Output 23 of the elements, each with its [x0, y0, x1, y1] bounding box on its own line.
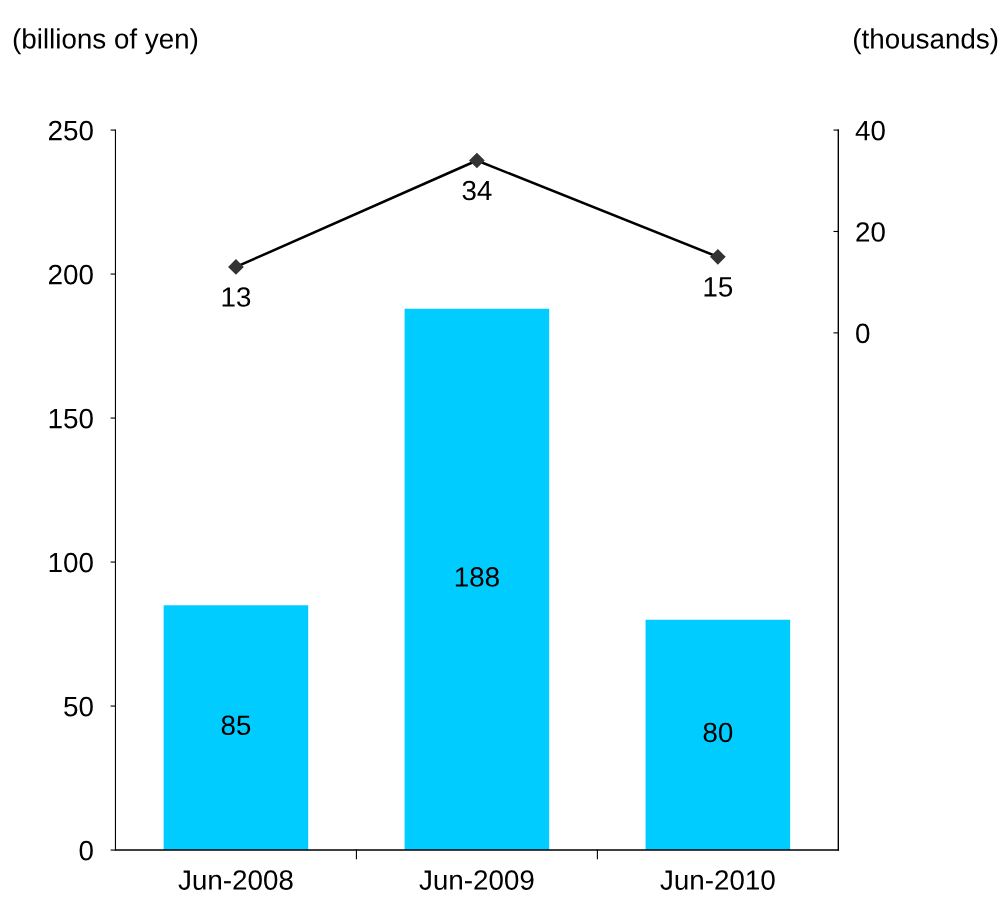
data-label: 13: [222, 287, 251, 307]
data-label: 80: [703, 722, 733, 743]
data-label: 34: [462, 180, 492, 201]
y-tick-label: 100: [49, 552, 93, 573]
y-tick-label: 0: [79, 840, 93, 861]
y2-tick-label: 0: [856, 323, 870, 344]
y2-axis-title: (thousands): [854, 28, 998, 55]
bar: [645, 619, 791, 851]
y2-tick-label: 40: [855, 120, 885, 141]
x-tick-label: Jun-2008: [178, 870, 293, 890]
y-tick-label: 250: [48, 120, 93, 141]
y-tick-label: 200: [48, 264, 93, 285]
bar: [163, 605, 309, 851]
bar: [404, 308, 550, 851]
y-tick-label: 150: [49, 408, 93, 429]
data-label: 85: [221, 715, 251, 736]
x-tick-label: Jun-2010: [660, 870, 775, 890]
y-tick-label: 50: [64, 696, 93, 717]
data-label: 15: [704, 277, 733, 297]
y2-tick-label: 20: [856, 222, 885, 242]
data-label: 188: [455, 567, 499, 587]
x-tick-label: Jun-2009: [419, 870, 534, 890]
y-axis-title: (billions of yen): [13, 28, 198, 55]
